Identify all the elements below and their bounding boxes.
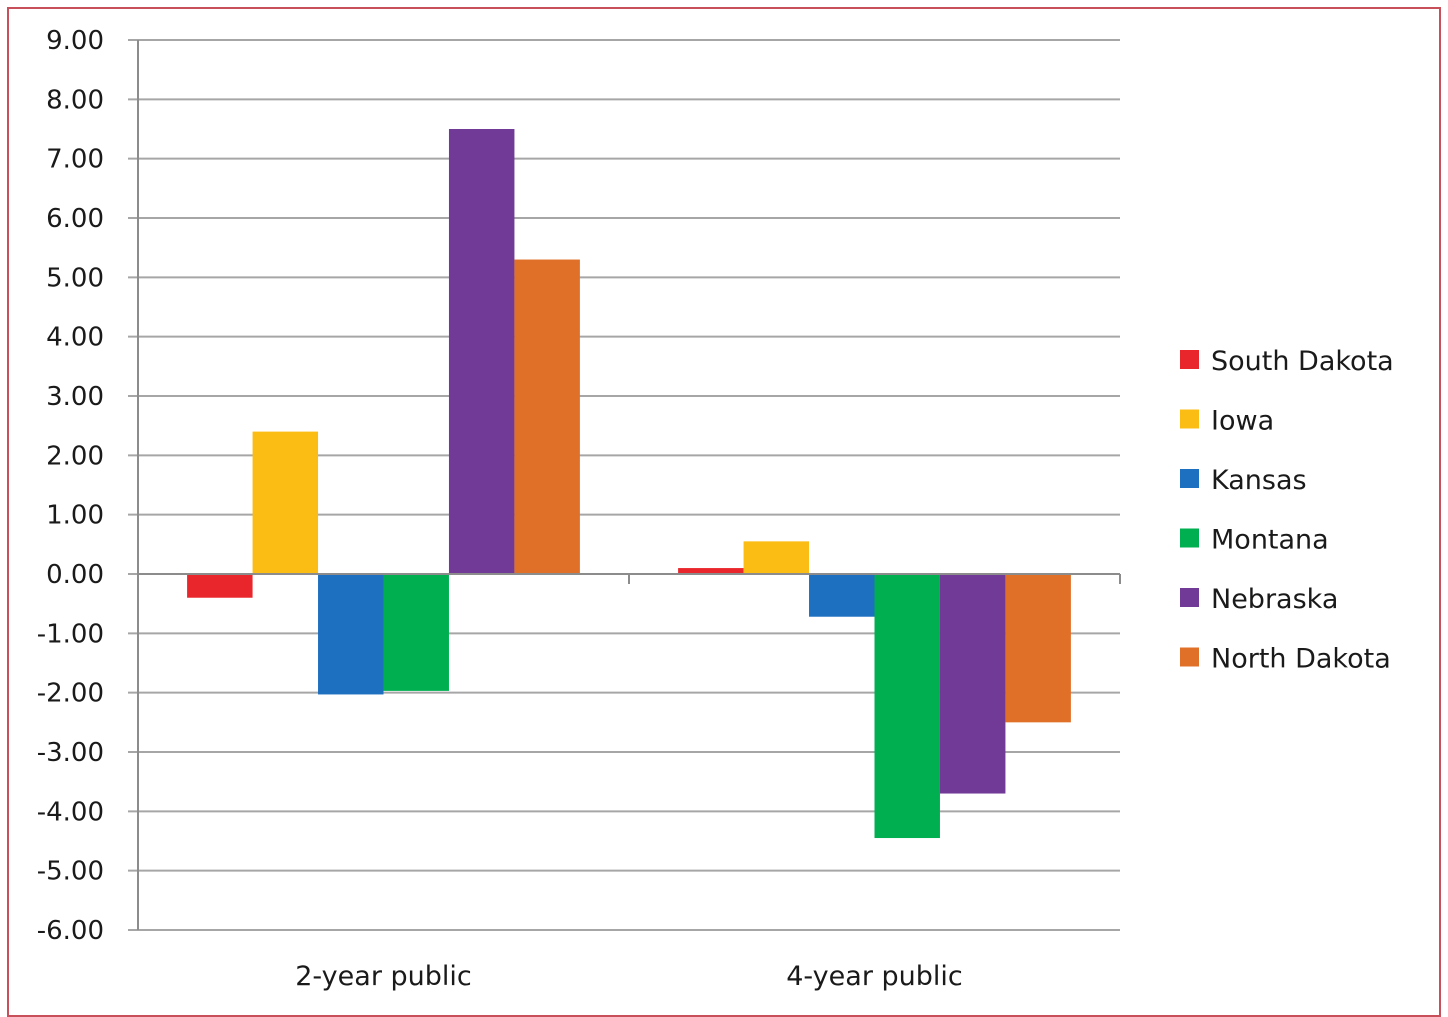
bar-south-dakota-2 [678,568,744,574]
y-tick-label: 6.00 [46,204,104,234]
legend-label-montana: Montana [1211,525,1329,556]
legend-swatch-south-dakota [1180,350,1199,369]
y-tick-label: 4.00 [46,323,104,353]
legend-label-south-dakota: South Dakota [1211,346,1394,377]
bar-nebraska-1 [448,129,515,574]
x-category-label: 2-year public [295,961,472,992]
legend-label-nebraska: Nebraska [1211,584,1338,615]
x-axis-category-labels: 2-year public 4-year public [295,961,963,992]
legend: South Dakota Iowa Kansas Montana Nebraska Nor… [1180,346,1394,675]
bar-south-dakota-1 [187,574,253,598]
y-tick-label: -3.00 [37,738,104,768]
bar-kansas-2 [809,574,875,617]
y-tick-label: 1.00 [46,501,104,531]
y-tick-label: -5.00 [37,857,104,887]
legend-label-north-dakota: North Dakota [1211,644,1391,675]
y-tick-label: 5.00 [46,263,104,293]
bar-iowa-1 [252,431,319,574]
bar-montana-1 [383,574,449,691]
legend-label-kansas: Kansas [1211,465,1307,496]
bar-iowa-2 [743,541,810,574]
y-tick-label: -4.00 [37,797,104,827]
bar-kansas-1 [318,574,384,695]
y-axis-tick-labels: 9.00 8.00 7.00 6.00 5.00 4.00 3.00 2.00 1.00 0.00… [37,26,104,946]
bars [187,129,1071,839]
y-tick-label: -1.00 [37,619,104,649]
x-category-label: 4-year public [786,961,963,992]
bar-north-dakota-2 [1005,574,1071,723]
bar-north-dakota-1 [514,259,580,574]
y-tick-label: 7.00 [46,145,104,175]
legend-swatch-kansas [1180,469,1199,488]
y-tick-label: 2.00 [46,441,104,471]
legend-swatch-iowa [1180,409,1199,429]
legend-swatch-nebraska [1180,588,1199,607]
bar-nebraska-2 [939,574,1006,794]
axes [137,40,1121,930]
y-tick-label: -6.00 [37,916,104,946]
y-tick-label: 8.00 [46,85,104,115]
legend-swatch-north-dakota [1180,647,1199,667]
y-tick-label: 9.00 [46,26,104,56]
y-tick-label: 3.00 [46,382,104,412]
legend-label-iowa: Iowa [1211,406,1274,437]
bar-montana-2 [874,574,940,839]
y-tick-label: -2.00 [37,679,104,709]
y-tick-label: 0.00 [46,560,104,590]
legend-swatch-montana [1180,528,1199,548]
